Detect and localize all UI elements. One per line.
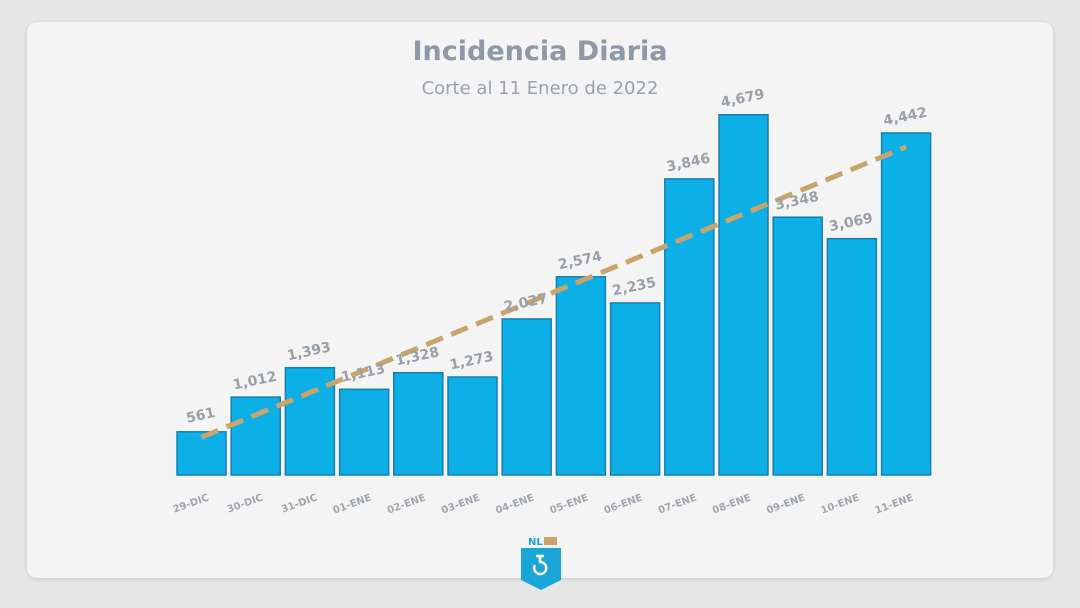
bar xyxy=(880,132,932,476)
x-tick-label: 30-DIC xyxy=(226,492,265,515)
data-label: 4,442 xyxy=(882,105,929,130)
trendline xyxy=(200,144,908,440)
x-tick-label: 02-ENE xyxy=(386,492,428,516)
x-tick-label: 31-DIC xyxy=(280,492,319,515)
bar xyxy=(609,302,661,476)
x-tick-label: 04-ENE xyxy=(494,492,536,516)
nl-logo: NL xyxy=(521,537,561,590)
x-tick-label: 06-ENE xyxy=(603,492,645,516)
shield-icon xyxy=(521,548,561,590)
x-tick-label: 11-ENE xyxy=(874,492,916,516)
x-tick-label: 05-ENE xyxy=(548,492,590,516)
bar xyxy=(393,371,444,476)
chart-subtitle: Corte al 11 Enero de 2022 xyxy=(421,78,659,99)
x-tick-label: 29-DIC xyxy=(172,492,211,515)
x-tick-label: 08-ENE xyxy=(711,492,753,516)
bar xyxy=(501,318,552,476)
x-tick-label: 01-ENE xyxy=(332,492,374,516)
data-label: 1,393 xyxy=(286,339,333,364)
bar xyxy=(772,216,823,476)
bar xyxy=(555,276,607,476)
x-tick-label: 07-ENE xyxy=(657,492,699,516)
chart-title: Incidencia Diaria xyxy=(412,36,668,67)
logo-text: NL xyxy=(528,537,543,548)
data-label: 561 xyxy=(185,405,217,427)
data-label: 3,069 xyxy=(828,210,875,235)
x-tick-label: 09-ENE xyxy=(765,492,807,516)
data-label: 2,027 xyxy=(503,291,550,316)
bar xyxy=(664,178,715,476)
bar xyxy=(176,431,227,476)
bar xyxy=(338,388,390,476)
data-label: 1,273 xyxy=(448,349,495,374)
data-label: 1,012 xyxy=(232,369,279,394)
bar xyxy=(447,376,498,476)
data-label: 3,846 xyxy=(665,151,712,176)
x-tick-label: 03-ENE xyxy=(440,492,482,516)
bar xyxy=(826,237,878,476)
data-label: 1,113 xyxy=(340,361,387,386)
data-label: 2,574 xyxy=(557,248,604,273)
bar xyxy=(230,396,281,476)
data-label: 3,348 xyxy=(774,189,821,214)
data-label: 1,328 xyxy=(394,344,441,369)
bar xyxy=(718,113,769,476)
data-label: 4,679 xyxy=(719,86,766,111)
data-label: 2,235 xyxy=(611,275,658,300)
x-tick-label: 10-ENE xyxy=(819,492,861,516)
